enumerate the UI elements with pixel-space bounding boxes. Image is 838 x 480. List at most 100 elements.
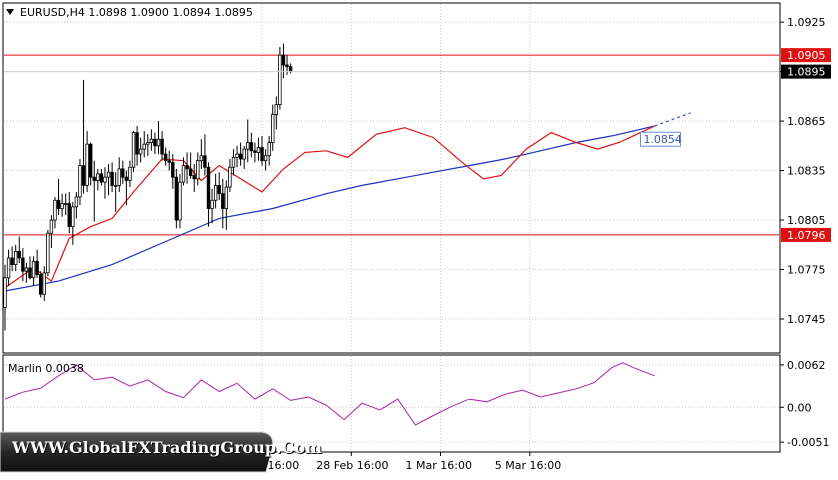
candle-body <box>181 165 186 183</box>
price-tick-label: 1.0835 <box>787 165 826 178</box>
candle-body <box>56 199 61 209</box>
time-tick-label: 28 Feb 16:00 <box>316 459 388 472</box>
price-markers: 1.0905 1.0796 1.0895 <box>4 48 831 242</box>
candle-body <box>49 219 54 234</box>
current-price-marker <box>781 64 831 79</box>
candle-body <box>213 185 218 201</box>
indicator-axis: 0.0062 0.00 -0.0051 <box>780 359 829 449</box>
candle-body <box>81 165 86 186</box>
candle-body <box>71 206 75 228</box>
candle-body <box>96 173 100 181</box>
candle-body <box>42 272 46 295</box>
candle-body <box>217 185 221 195</box>
indicator-tick-label: 0.00 <box>787 401 812 414</box>
candle-body <box>146 142 150 145</box>
candles <box>3 43 293 331</box>
fast-moving-average <box>4 125 655 289</box>
trendline-price-label: 1.0854 <box>643 133 682 146</box>
candle-body <box>253 150 257 153</box>
candle-body <box>238 153 243 160</box>
candle-body <box>188 168 193 176</box>
level-price-label: 1.0905 <box>787 49 826 62</box>
candle-body <box>39 274 43 295</box>
candle-body <box>60 203 64 209</box>
chart-menu-triangle-icon[interactable] <box>6 9 14 15</box>
candle-body <box>128 166 132 181</box>
watermark-logo: WWW.GlobalFXTradingGroup.Com <box>0 428 322 476</box>
level-price-label: 1.0796 <box>787 229 826 242</box>
candle-body <box>271 114 275 143</box>
candle-body <box>206 166 211 209</box>
candle-body <box>156 138 161 147</box>
candle-body <box>103 176 107 183</box>
candle-body <box>74 196 79 208</box>
candle-body <box>106 171 111 178</box>
candle-body <box>113 185 118 187</box>
candle-body <box>196 160 200 180</box>
candle-body <box>231 156 236 168</box>
price-panel[interactable] <box>2 2 781 354</box>
candle-body <box>178 181 182 221</box>
candle-body <box>138 148 143 155</box>
candle-body <box>46 232 50 274</box>
candle-body <box>31 260 36 279</box>
price-tick-label: 1.0865 <box>787 115 826 128</box>
dotted-trendline <box>654 112 691 127</box>
candle-body <box>28 267 32 279</box>
candle-body <box>24 267 29 272</box>
candle-body <box>192 175 196 180</box>
candle-body <box>92 176 96 181</box>
candle-body <box>260 147 264 162</box>
candle-body <box>99 173 104 183</box>
price-tick-label: 1.0745 <box>787 313 826 326</box>
candle-body <box>274 104 279 115</box>
marlin-indicator-line <box>4 362 655 426</box>
current-price-label: 1.0895 <box>787 66 826 79</box>
symbol-info: EURUSD,H4 1.0898 1.0900 1.0894 1.0895 <box>20 6 253 19</box>
level-price-marker <box>781 227 831 242</box>
candle-body <box>160 138 164 155</box>
candle-body <box>6 257 11 279</box>
time-tick-label: 1 Mar 16:00 <box>406 459 472 472</box>
candle-body <box>242 148 246 160</box>
candle-body <box>263 155 268 162</box>
candle-body <box>249 142 254 152</box>
price-axis: 1.0925 1.0895 1.0865 1.0835 1.0805 1.0775 1.07… <box>780 16 826 326</box>
candle-body <box>124 176 129 181</box>
candle-body <box>235 153 239 158</box>
candle-body <box>121 168 125 178</box>
candle-body <box>185 165 189 170</box>
indicator-tick-label: 0.0062 <box>787 359 826 372</box>
candle-body <box>199 155 204 162</box>
moving-averages: 1.0854 <box>4 112 691 292</box>
candle-body <box>281 54 286 66</box>
candle-body <box>203 155 207 168</box>
candle-body <box>142 143 146 150</box>
candle-body <box>21 257 25 272</box>
candle-body <box>256 147 261 153</box>
candle-body <box>110 171 114 186</box>
candle-body <box>53 199 57 221</box>
candle-body <box>117 168 121 186</box>
slow-moving-average <box>4 125 655 292</box>
candle-body <box>149 138 154 143</box>
horizontal-lines[interactable] <box>4 54 779 236</box>
candle-body <box>153 138 157 147</box>
price-tick-label: 1.0925 <box>787 16 826 29</box>
candle-body <box>228 166 232 188</box>
candle-body <box>3 277 7 308</box>
time-tick-label: 5 Mar 16:00 <box>495 459 561 472</box>
candle-body <box>163 153 168 162</box>
watermark-text: WWW.GlobalFXTradingGroup.Com <box>12 438 322 457</box>
candle-body <box>135 132 139 155</box>
candle-body <box>174 176 179 221</box>
candle-body <box>85 143 89 186</box>
marlin-line <box>4 362 655 426</box>
candle-body <box>167 160 171 163</box>
candle-body <box>35 260 39 275</box>
level-price-marker <box>781 48 831 63</box>
candle-body <box>10 257 14 265</box>
candle-body <box>63 203 68 205</box>
